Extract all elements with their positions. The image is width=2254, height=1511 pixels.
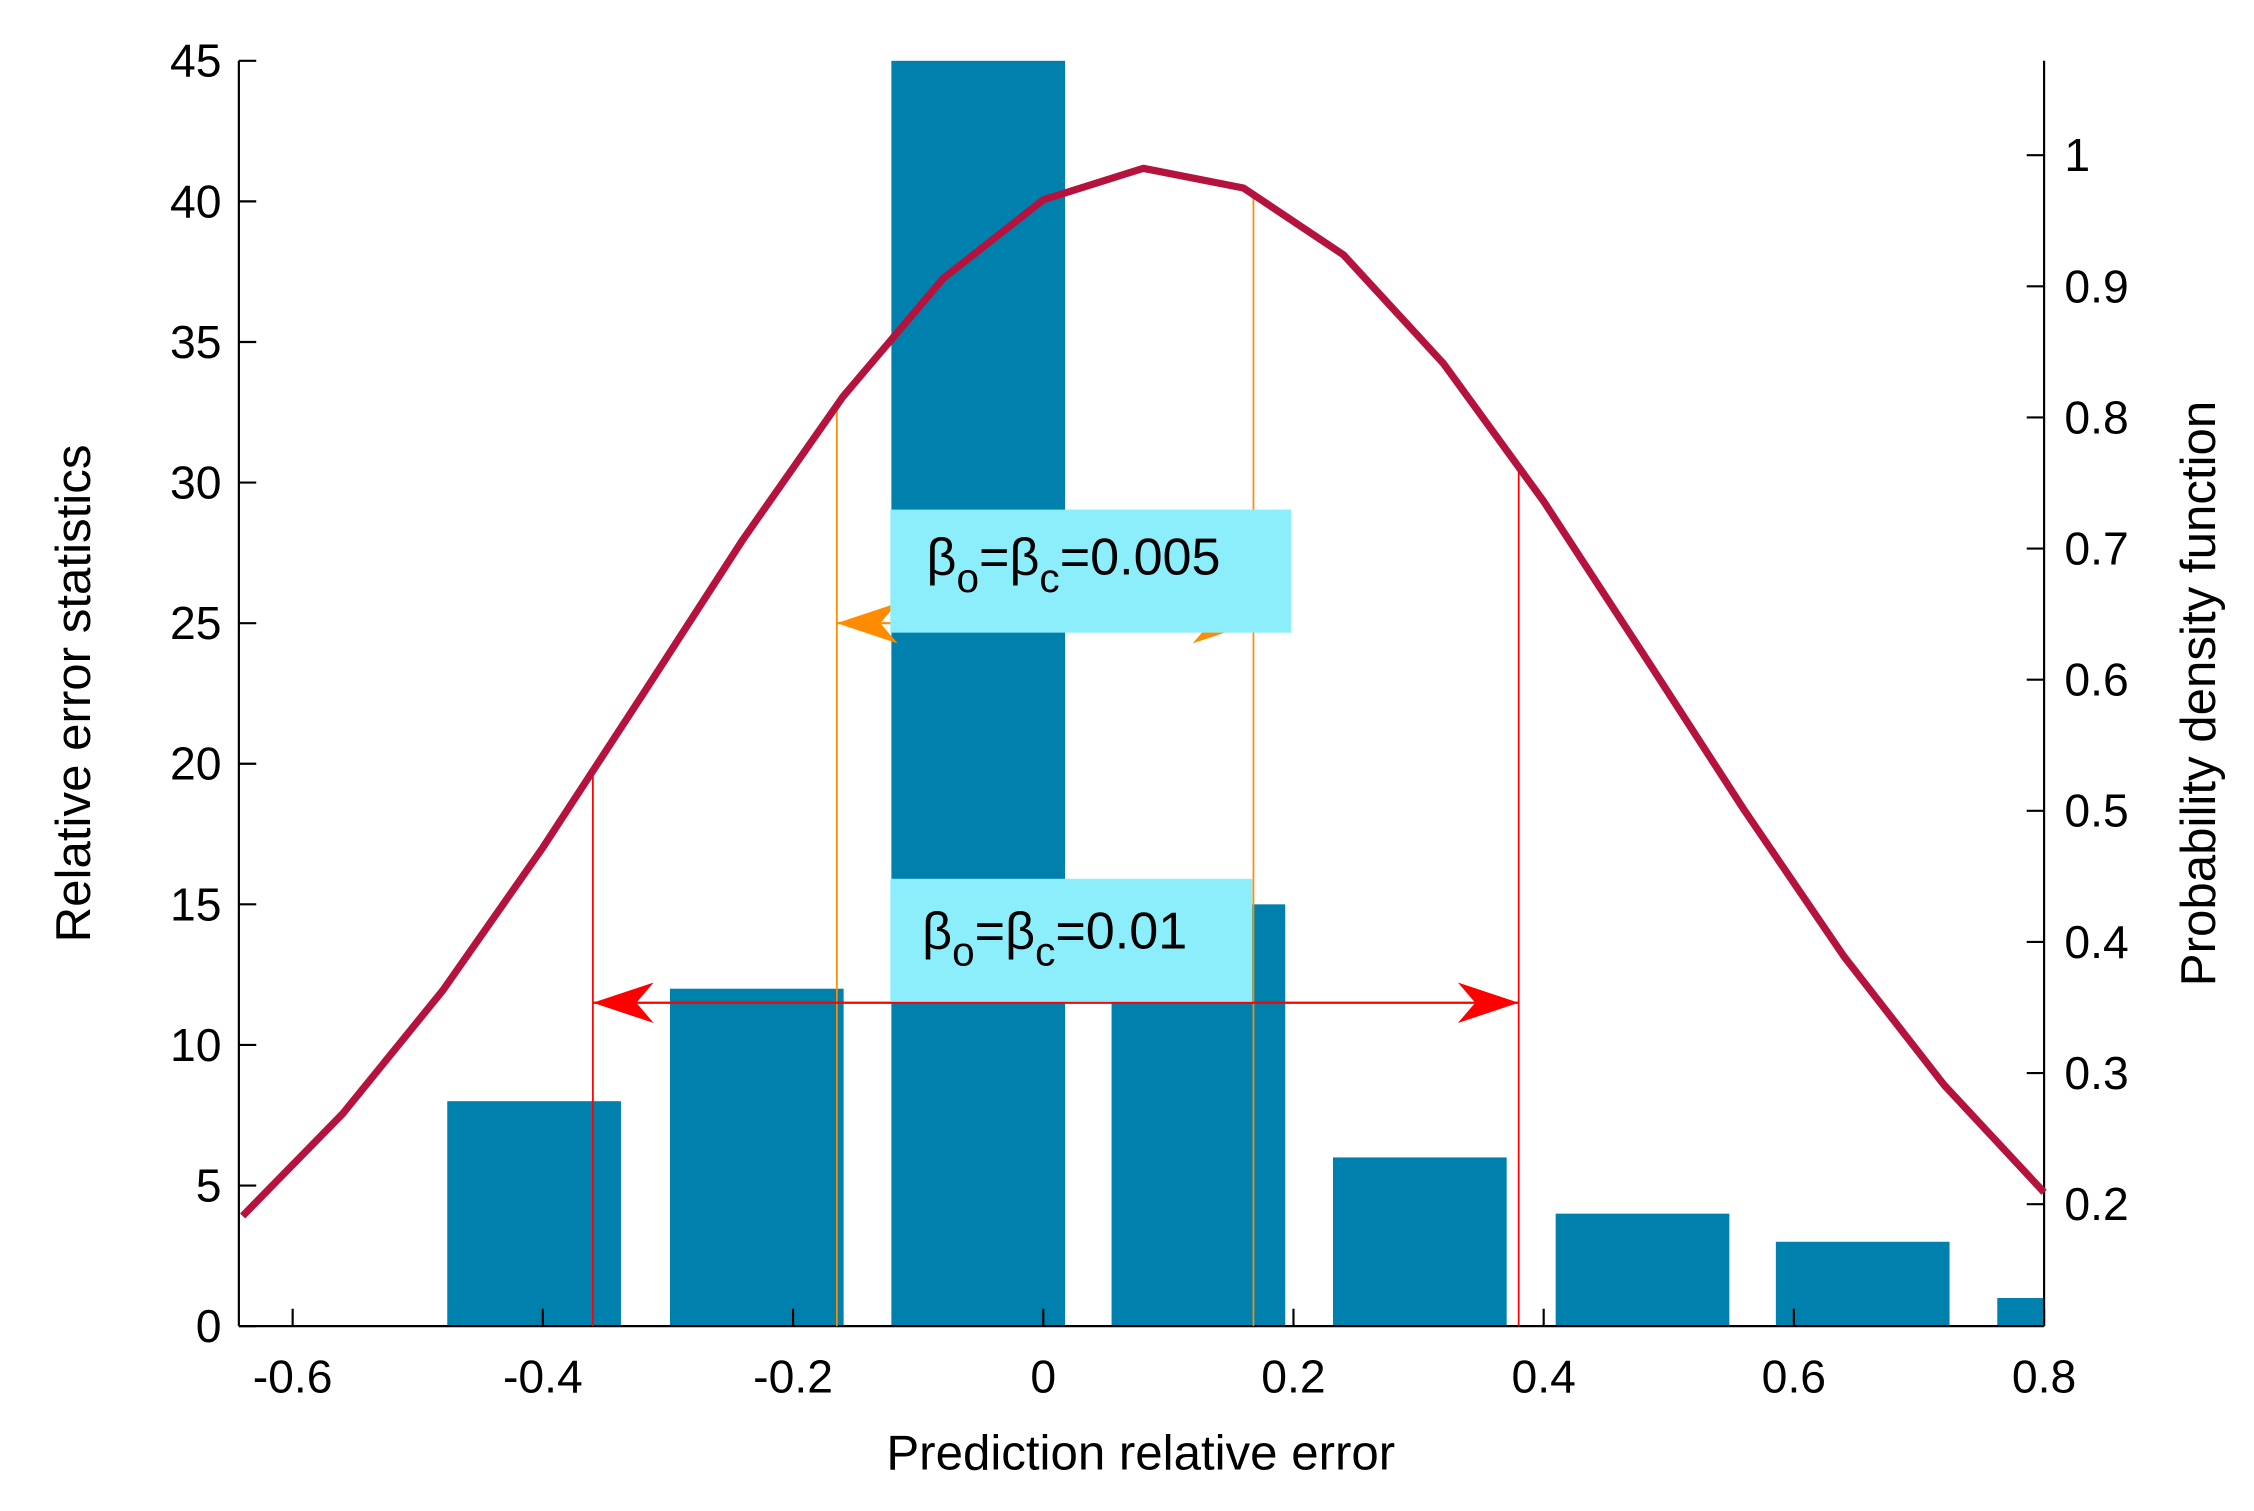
y-tick-label: 0 (196, 1300, 222, 1352)
bar (669, 988, 844, 1327)
arrow-head (592, 982, 654, 1024)
x-tick-label: -0.6 (253, 1351, 333, 1403)
subscript: c (1039, 555, 1059, 601)
y-tick-label: 40 (170, 175, 222, 227)
label-part: β (926, 529, 956, 587)
annotation-box (890, 509, 1292, 633)
label-part: =0.005 (1060, 529, 1221, 587)
bar (1775, 1241, 1950, 1327)
y-tick-label: 35 (170, 316, 222, 368)
subscript: c (1035, 929, 1055, 975)
bars (447, 60, 2045, 1327)
subscript: o (952, 929, 975, 975)
y-tick-label: 30 (170, 457, 222, 509)
bar (1555, 1213, 1730, 1327)
y2-tick-label: 0.2 (2064, 1178, 2128, 1230)
x-tick-label: 0.2 (1261, 1351, 1325, 1403)
label-part: =β (975, 902, 1035, 960)
x-axis-label: Prediction relative error (886, 1425, 1395, 1480)
y2-axis-label: Probability density function (2171, 401, 2226, 987)
bar (891, 60, 1066, 1327)
subscript: o (956, 555, 979, 601)
y-tick-label: 15 (170, 878, 222, 930)
y-tick-label: 45 (170, 35, 222, 87)
x-tick-label: 0.4 (1511, 1351, 1575, 1403)
y2-tick-label: 0.8 (2064, 391, 2128, 443)
y2-tick-label: 0.3 (2064, 1047, 2128, 1099)
y2-tick-label: 1 (2064, 129, 2090, 181)
annotation-box (890, 878, 1253, 1002)
pdf-curve (240, 164, 2047, 1219)
label-part: =β (979, 529, 1039, 587)
annotation-label: βo=βc=0.005 (926, 529, 1220, 601)
x-tick-label: 0 (1030, 1351, 1056, 1403)
bar (1332, 1157, 1507, 1327)
arrow-head (836, 602, 898, 644)
y2-tick-label: 0.4 (2064, 916, 2128, 968)
x-tick-label: -0.2 (753, 1351, 833, 1403)
annotation-label: βo=βc=0.01 (922, 902, 1187, 974)
y2-tick-label: 0.5 (2064, 785, 2128, 837)
y-tick-label: 5 (196, 1159, 222, 1211)
label-part: β (922, 902, 952, 960)
bar (1997, 1298, 2045, 1327)
y2-tick-label: 0.7 (2064, 522, 2128, 574)
y-axis-label: Relative error statistics (46, 445, 101, 943)
label-part: =0.01 (1055, 902, 1187, 960)
y2-tick-label: 0.9 (2064, 260, 2128, 312)
y2-tick-label: 0.6 (2064, 654, 2128, 706)
bar (447, 1101, 621, 1327)
y-tick-label: 10 (170, 1019, 222, 1071)
y-tick-label: 20 (170, 738, 222, 790)
y-tick-label: 25 (170, 597, 222, 649)
x-tick-label: 0.8 (2012, 1351, 2076, 1403)
x-tick-label: 0.6 (1762, 1351, 1826, 1403)
arrow-head (1457, 982, 1519, 1024)
x-tick-label: -0.4 (503, 1351, 583, 1403)
